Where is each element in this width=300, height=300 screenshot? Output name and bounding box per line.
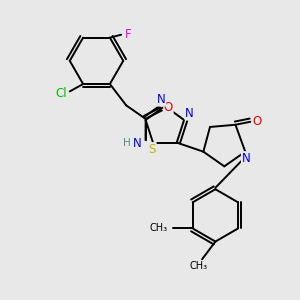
Text: N: N [157,93,166,106]
Text: O: O [164,101,173,114]
Text: H: H [123,138,131,148]
Text: Cl: Cl [56,87,67,100]
Text: N: N [242,152,250,165]
Text: CH₃: CH₃ [149,223,167,233]
Text: N: N [133,136,142,150]
Text: N: N [185,107,194,120]
Text: S: S [149,142,156,156]
Text: CH₃: CH₃ [189,261,208,271]
Text: O: O [252,115,262,128]
Text: F: F [124,28,131,41]
